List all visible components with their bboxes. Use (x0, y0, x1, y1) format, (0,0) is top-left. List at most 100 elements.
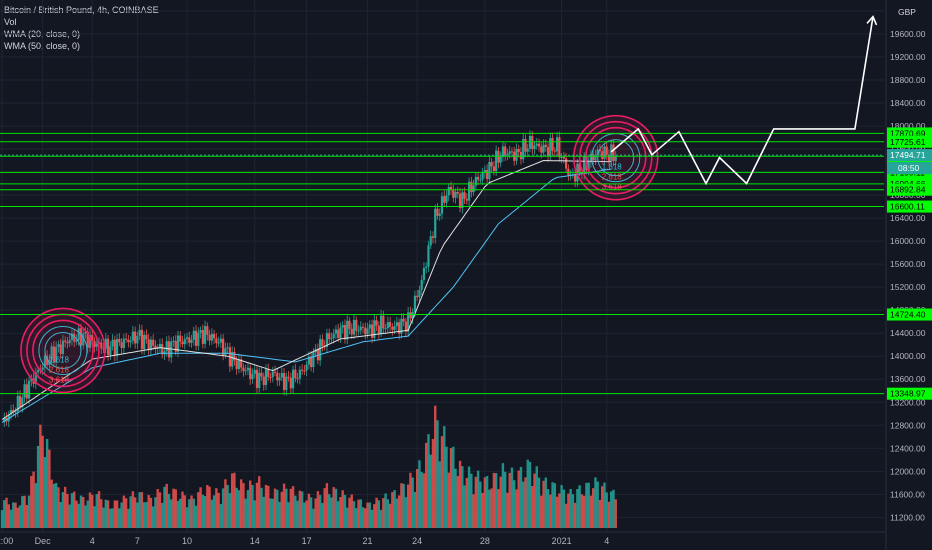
volume-bar (228, 493, 232, 528)
volume-bar (25, 504, 29, 528)
candle-body (429, 236, 432, 246)
volume-bar (260, 487, 263, 528)
volume-bar (190, 495, 193, 528)
volume-bar (517, 470, 520, 528)
price-tick-label: 12000.00 (890, 466, 926, 476)
volume-bar (170, 499, 173, 528)
volume-bar (66, 493, 69, 528)
volume-bar (483, 477, 487, 528)
candle-body (122, 338, 125, 348)
volume-bar (499, 476, 502, 528)
candle-body (273, 371, 277, 373)
volume-bar (447, 472, 450, 528)
candle-body (350, 328, 353, 335)
volume-bar (558, 493, 561, 528)
candle-body (59, 344, 62, 355)
candle-body (188, 337, 191, 343)
candle-body (612, 144, 615, 162)
volume-bar (492, 472, 496, 528)
candle-body (23, 384, 26, 398)
candle-body (461, 192, 464, 208)
volume-bar (427, 434, 430, 528)
candle-body (364, 327, 367, 335)
price-axis[interactable] (886, 0, 932, 550)
volume-bar (282, 483, 286, 528)
volume-bar (118, 508, 121, 528)
volume-bar (397, 495, 401, 528)
volume-bar (479, 481, 482, 528)
volume-bar (230, 473, 234, 528)
volume-bar (458, 460, 462, 528)
volume-bar (614, 499, 617, 528)
candle-body (562, 156, 565, 159)
volume-bar (384, 493, 387, 528)
volume-bar (7, 504, 10, 528)
candle-body (224, 348, 227, 355)
candle-body (203, 326, 207, 344)
volume-bar (163, 486, 166, 528)
candle-body (368, 324, 371, 329)
volume-bar (388, 503, 392, 528)
symbol-title[interactable]: Bitcoin / British Pound, 4h, COINBASE (4, 5, 159, 15)
volume-indicator-label[interactable]: Vol (4, 17, 17, 27)
projection-path[interactable] (610, 16, 874, 186)
volume-bar (5, 497, 8, 528)
volume-bar (147, 494, 150, 528)
volume-bar (208, 486, 211, 528)
volume-bar (332, 487, 335, 528)
volume-bar (368, 502, 371, 528)
volume-bar (549, 494, 552, 528)
volume-bar (278, 501, 281, 528)
candle-body (540, 146, 543, 153)
candle-body (237, 359, 241, 370)
wma50-indicator-label[interactable]: WMA (50, close, 0) (4, 41, 81, 51)
candle-body (544, 144, 547, 147)
candle-body (240, 359, 243, 368)
volume-bar (61, 492, 65, 528)
volume-bar (235, 487, 238, 528)
volume-bar (603, 482, 606, 528)
candle-body (73, 333, 76, 342)
candle-body (88, 335, 92, 348)
price-level-label-bg (887, 135, 932, 148)
candle-body (9, 409, 13, 415)
candle-body (601, 151, 604, 160)
volume-bar (75, 500, 78, 528)
candle-body (242, 367, 245, 371)
candle-body (474, 176, 477, 186)
candle-body (375, 320, 378, 326)
candle-body (409, 312, 412, 319)
candle-body (456, 191, 459, 194)
candle-body (605, 146, 608, 155)
volume-bar (415, 469, 419, 528)
volume-bar (145, 502, 148, 528)
candle-body (251, 373, 254, 380)
volume-bar (587, 482, 590, 528)
candle-body (490, 161, 493, 167)
candle-body (210, 333, 213, 341)
volume-bar (3, 500, 6, 528)
candle-body (154, 345, 157, 350)
time-tick-label: 17 (302, 536, 312, 546)
candle-body (346, 320, 349, 340)
volume-bar (12, 502, 15, 528)
candle-body (267, 369, 270, 378)
volume-bar (591, 488, 595, 528)
volume-bar (154, 497, 157, 528)
volume-bar (513, 480, 516, 528)
candle-body (246, 367, 250, 371)
volume-bar (224, 479, 227, 528)
volume-bar (542, 480, 545, 528)
volume-bar (185, 507, 189, 528)
candle-body (603, 146, 606, 160)
volume-bar (88, 492, 92, 528)
candle-body (506, 154, 509, 156)
volume-bar (316, 491, 320, 528)
volume-bar (305, 500, 308, 528)
candle-body (610, 144, 613, 162)
candle-body (551, 138, 554, 151)
volume-bar (528, 461, 532, 528)
volume-bar (348, 497, 351, 528)
volume-bar (522, 481, 525, 528)
